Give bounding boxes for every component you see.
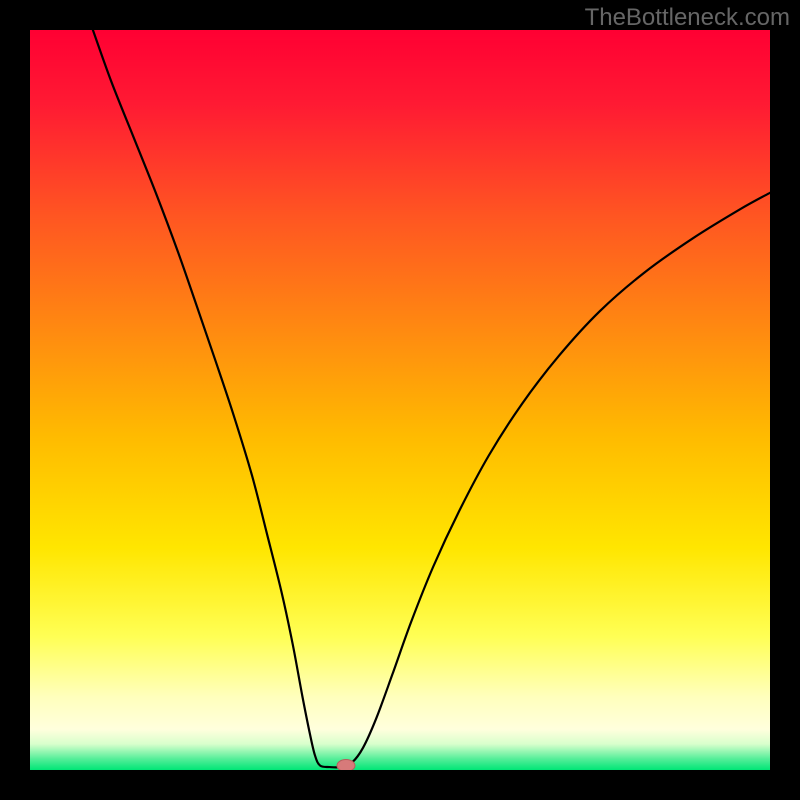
plot-svg [30,30,770,770]
plot-area [30,30,770,770]
gradient-background [30,30,770,770]
optimum-marker [337,760,355,770]
chart-container: TheBottleneck.com [0,0,800,800]
watermark-text: TheBottleneck.com [585,4,790,32]
